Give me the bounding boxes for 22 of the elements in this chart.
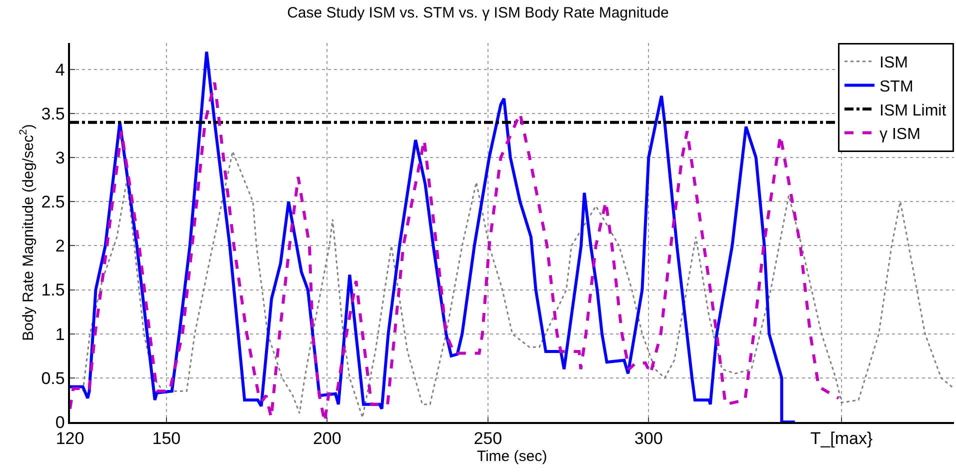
x-tick-label: 120 — [56, 429, 84, 448]
y-tick-label: 0 — [55, 412, 65, 432]
x-tick-label: 300 — [634, 429, 663, 448]
x-tick-label: 250 — [474, 429, 502, 448]
legend-label: STM — [880, 78, 914, 96]
y-tick-label: 4 — [55, 60, 65, 80]
ref-line-label: ISM Limit — [880, 102, 947, 120]
y-tick-label: 1 — [55, 324, 65, 344]
x-tick-label: T_[max} — [810, 429, 873, 448]
y-tick-label: 2 — [55, 236, 65, 256]
y-tick-label: 2.5 — [41, 192, 65, 212]
chart-title: Case Study ISM vs. STM vs. γ ISM Body Rate Magnitude — [287, 4, 669, 22]
x-tick-label: 150 — [152, 429, 181, 448]
y-tick-label: 0.5 — [41, 368, 65, 388]
x-axis-title: Time (sec) — [476, 448, 548, 466]
y-tick-label: 3.5 — [41, 104, 65, 124]
line-series — [82, 150, 954, 418]
legend-label: ISM — [880, 54, 908, 72]
y-tick-label: 1.5 — [41, 280, 65, 300]
x-tick-label: 200 — [312, 429, 342, 448]
y-tick-label: 3 — [55, 148, 65, 168]
legend-label: γ ISM — [880, 126, 920, 144]
